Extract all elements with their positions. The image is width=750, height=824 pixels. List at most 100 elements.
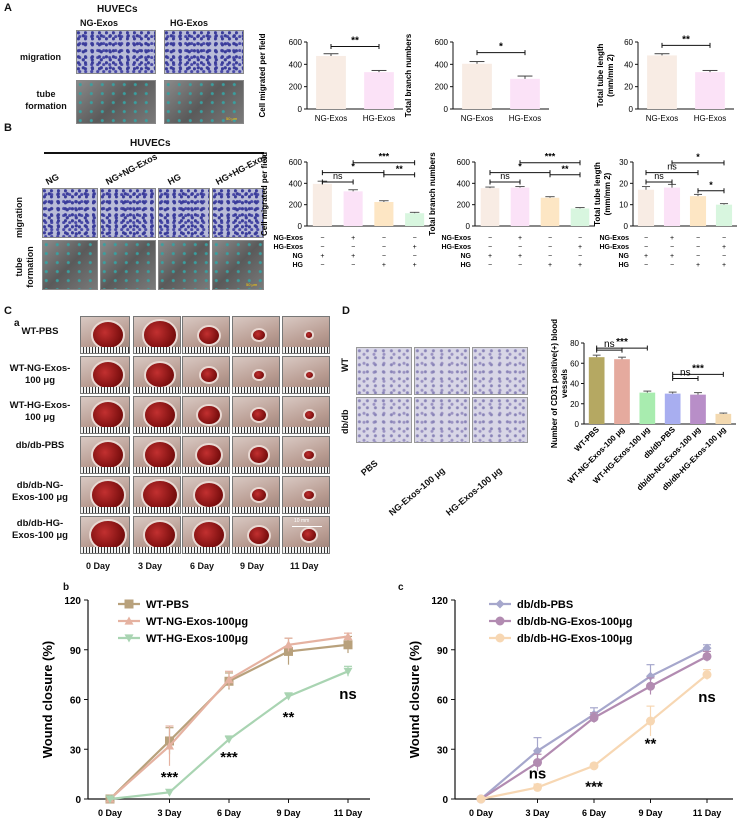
Cb-ylabel: Wound closure (%) bbox=[40, 641, 55, 758]
panel-a-col-hg: HG-Exos bbox=[170, 18, 209, 28]
wound-ruler bbox=[134, 467, 180, 473]
B2-sig-label-0: ns bbox=[500, 171, 510, 181]
B2-cond-mark-1-0: − bbox=[488, 244, 492, 251]
D1-bar-3 bbox=[664, 393, 681, 424]
Cc-xtick-label-0: 0 Day bbox=[469, 808, 493, 818]
B2-cond-mark-0-2: − bbox=[548, 235, 552, 242]
B2-bar-2 bbox=[540, 197, 560, 226]
B3-cond-mark-0-3: − bbox=[722, 235, 726, 242]
B2-ytick-label-3: 600 bbox=[457, 158, 471, 167]
panel-a-letter: A bbox=[4, 2, 12, 14]
B2-cond-mark-2-3: − bbox=[578, 253, 582, 260]
wound-ruler bbox=[183, 387, 229, 393]
wound-area bbox=[91, 320, 125, 350]
A3-cat-1: HG-Exos bbox=[694, 114, 726, 123]
wound-photo-1-1 bbox=[133, 356, 181, 394]
B3-cond-label-1: HG-Exos bbox=[599, 244, 629, 251]
B2-cond-mark-3-3: + bbox=[578, 262, 582, 269]
B1-cond-mark-1-3: + bbox=[413, 244, 417, 251]
wound-photo-3-4 bbox=[282, 436, 330, 474]
panel-ca-letter: a bbox=[14, 318, 20, 329]
Cb-legend-marker-0 bbox=[124, 599, 134, 609]
A2-ytick-label-0: 0 bbox=[444, 105, 449, 114]
A1-bar-1 bbox=[364, 72, 394, 109]
B2-cond-mark-1-3: + bbox=[578, 244, 582, 251]
Cb-series-1-point-3 bbox=[284, 640, 293, 649]
B2-cond-mark-0-0: − bbox=[488, 235, 492, 242]
A2-ytick-label-1: 200 bbox=[435, 83, 449, 92]
Cc-series-2-point-1 bbox=[533, 782, 542, 792]
wound-photo-5-0 bbox=[80, 516, 130, 554]
B3-sig-label-2: * bbox=[709, 180, 713, 190]
Cb-series-2-point-4 bbox=[343, 667, 353, 676]
wound-area bbox=[300, 527, 318, 543]
A1-ytick-label-1: 200 bbox=[289, 83, 303, 92]
wound-ruler bbox=[283, 507, 329, 513]
Cb-ytick-label-3: 90 bbox=[70, 646, 82, 657]
panel-b-migration-hg-image bbox=[158, 188, 210, 238]
B1-bar-3 bbox=[405, 213, 425, 226]
wound-row-label-4: db/db-NG-Exos-100 μg bbox=[12, 480, 68, 503]
wound-ruler bbox=[233, 467, 279, 473]
Cb-series-1-point-2 bbox=[224, 675, 234, 684]
B3-cond-mark-0-2: − bbox=[696, 235, 700, 242]
wound-ruler bbox=[233, 387, 279, 393]
B2-cond-mark-2-2: − bbox=[548, 253, 552, 260]
wound-area bbox=[250, 407, 268, 423]
B1-cond-mark-1-1: − bbox=[351, 244, 355, 251]
B2-cond-label-1: HG-Exos bbox=[441, 244, 471, 251]
B2-cond-label-0: NG-Exos bbox=[441, 235, 471, 242]
panel-a-tube-ng-image bbox=[76, 80, 156, 124]
Cb-series-1-point-4 bbox=[343, 631, 353, 641]
D1-bar-0 bbox=[588, 357, 605, 424]
Cb-ytick-label-0: 0 bbox=[75, 795, 81, 806]
A2-ytick-label-2: 400 bbox=[435, 60, 449, 69]
B1-cond-mark-3-3: + bbox=[413, 262, 417, 269]
A2-cat-0: NG-Exos bbox=[461, 114, 493, 123]
wound-photo-5-4 bbox=[282, 516, 330, 554]
wound-photo-4-0 bbox=[80, 476, 130, 514]
B3-cond-label-0: NG-Exos bbox=[599, 235, 629, 242]
A3-ytick-label-3: 60 bbox=[624, 38, 633, 47]
wound-ruler bbox=[283, 347, 329, 353]
B2-ylabel: Total branch numbers bbox=[428, 152, 437, 236]
A2-cat-1: HG-Exos bbox=[509, 114, 541, 123]
B3-ytick-label-2: 20 bbox=[619, 179, 628, 188]
panel-c-scale-text: 10 mm bbox=[294, 518, 310, 524]
B2-cond-mark-0-3: − bbox=[578, 235, 582, 242]
ihc-db-pbs-image bbox=[356, 397, 412, 443]
ihc-wt-pbs-image bbox=[356, 347, 412, 395]
B2-cond-label-3: HG bbox=[461, 262, 472, 269]
A3-ytick-label-2: 40 bbox=[624, 60, 633, 69]
panel-c-letter: C bbox=[4, 305, 12, 317]
panel-b-title: HUVECs bbox=[130, 138, 171, 149]
B2-bar-3 bbox=[570, 208, 590, 226]
wound-ruler bbox=[283, 387, 329, 393]
D1-ytick-label-0: 0 bbox=[575, 420, 580, 429]
B2-cond-mark-2-1: + bbox=[518, 253, 522, 260]
A2-ylabel: Total branch numbers bbox=[404, 33, 413, 117]
B1-cond-mark-0-0: − bbox=[320, 235, 324, 242]
B3-cond-mark-0-0: − bbox=[644, 235, 648, 242]
A2-ytick-label-3: 600 bbox=[435, 38, 449, 47]
B1-cond-mark-3-1: − bbox=[351, 262, 355, 269]
wound-area bbox=[197, 324, 221, 346]
B1-cond-mark-2-3: − bbox=[413, 253, 417, 260]
wound-photo-0-4 bbox=[282, 316, 330, 354]
wound-ruler bbox=[183, 507, 229, 513]
wound-photo-2-4 bbox=[282, 396, 330, 434]
Cb-series-2-point-1 bbox=[165, 788, 174, 797]
B1-cond-mark-3-0: − bbox=[320, 262, 324, 269]
Cc-series-2-point-4 bbox=[702, 670, 712, 680]
A3-cat-0: NG-Exos bbox=[646, 114, 678, 123]
B1-bar-2 bbox=[374, 202, 394, 226]
panel-b-tube-ng-image bbox=[42, 240, 98, 290]
B3-cond-mark-2-3: − bbox=[722, 253, 726, 260]
panel-b-tube-ngng-image bbox=[100, 240, 156, 290]
B1-ytick-label-0: 0 bbox=[298, 222, 303, 231]
D1-sig-label-1: *** bbox=[616, 337, 628, 348]
